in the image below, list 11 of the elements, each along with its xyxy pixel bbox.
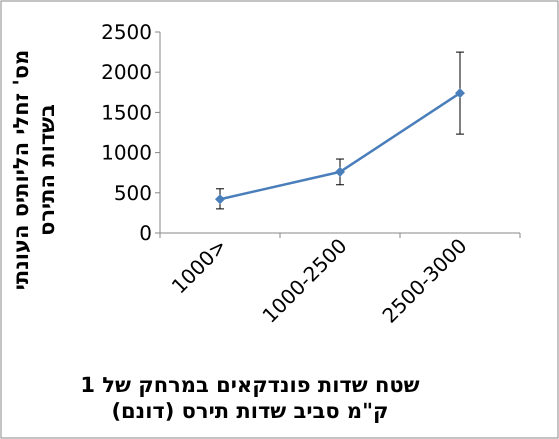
point bbox=[455, 88, 465, 98]
y-tick-label: 500 bbox=[114, 180, 152, 205]
y-tick-label: 0 bbox=[139, 221, 152, 245]
point bbox=[215, 194, 225, 204]
y-tick-label: 1500 bbox=[101, 100, 152, 124]
y-axis-title: מס' זחלי הליותיס העונתי בשדות התירס bbox=[8, 48, 60, 292]
x-axis-title: שטח שדות פונדקאים במרחק של 1 ק"מ סביב שדות תירס (דונם) bbox=[79, 372, 421, 424]
y-tick-label: 2000 bbox=[101, 60, 152, 84]
y-tick-label: 2500 bbox=[101, 20, 152, 44]
point bbox=[335, 166, 345, 177]
y-tick-label: 1000 bbox=[101, 140, 152, 165]
